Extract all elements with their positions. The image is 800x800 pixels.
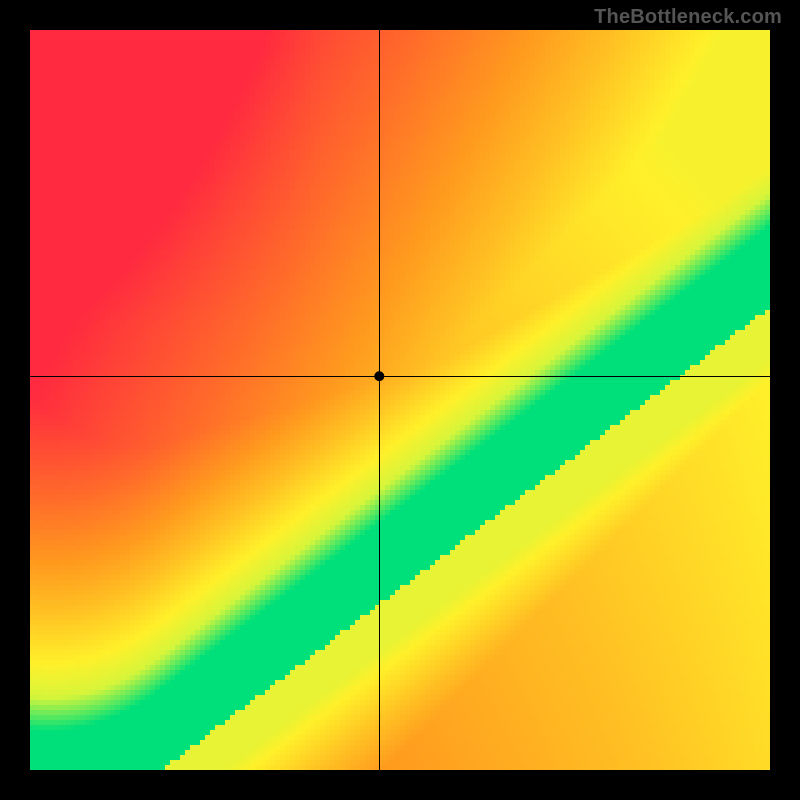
watermark-text: TheBottleneck.com	[594, 6, 782, 29]
bottleneck-heatmap-canvas	[0, 0, 800, 800]
chart-container: TheBottleneck.com	[0, 0, 800, 800]
